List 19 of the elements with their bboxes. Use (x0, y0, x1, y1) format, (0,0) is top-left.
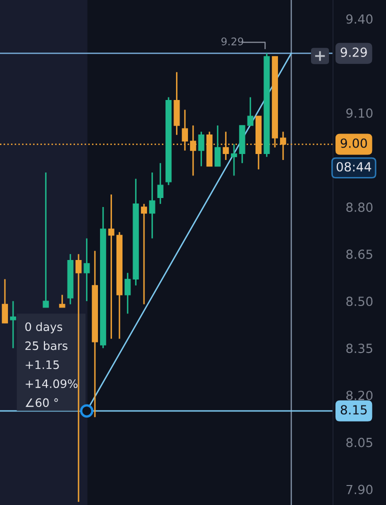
annotation: 0 days (25, 322, 62, 334)
annotation: 25 bars (25, 341, 68, 350)
y-tick-label: 8.50 (346, 296, 372, 306)
y-tick-label: 8.05 (346, 438, 372, 448)
y-tick-label: 8.20 (346, 390, 372, 400)
y-tick-label: 8.80 (346, 202, 372, 212)
y-tick-label: 7.90 (346, 484, 372, 494)
ref-line-label: 9.00 (340, 138, 367, 148)
annotation: 9.29 (221, 37, 244, 46)
ref-line-label: 8.15 (340, 405, 367, 415)
annotation: +14.09% (26, 379, 78, 388)
text: 08:44 (336, 162, 372, 172)
y-tick-label: 9.40 (346, 14, 372, 24)
y-tick-label: 8.65 (346, 250, 372, 259)
annotation: ∠60 ° (26, 398, 58, 408)
y-tick-label: 8.35 (346, 344, 372, 354)
annotation: +1.15 (26, 360, 59, 370)
ref-line-label: 9.29 (340, 47, 367, 57)
y-tick-label: 9.10 (346, 108, 372, 118)
